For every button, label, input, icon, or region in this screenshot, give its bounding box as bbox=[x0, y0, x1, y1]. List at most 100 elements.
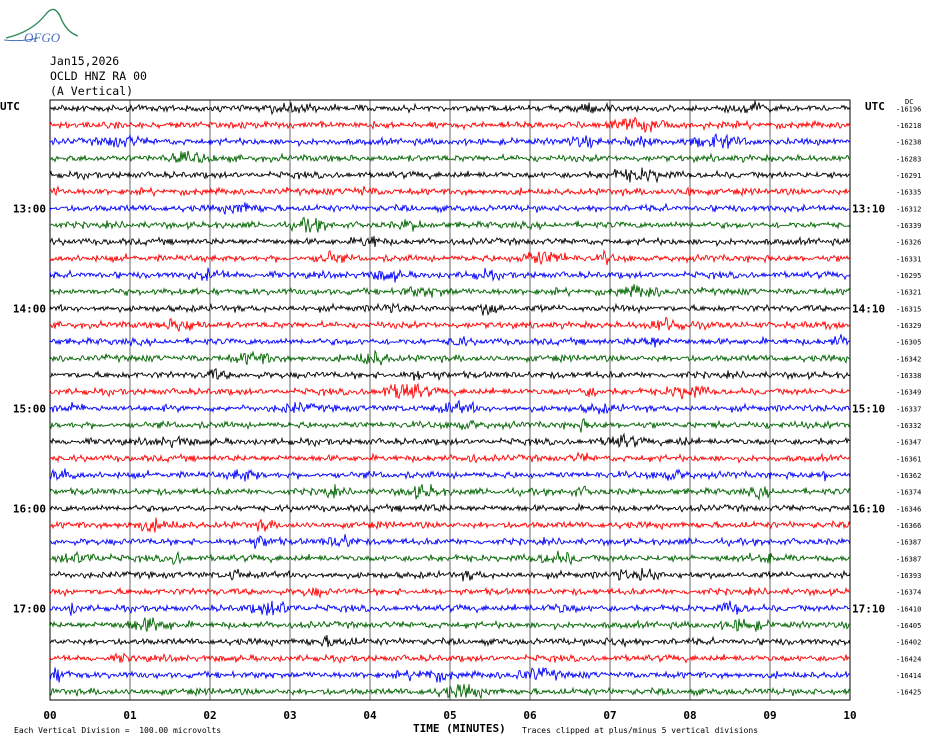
trace-line bbox=[49, 185, 850, 198]
trace-line bbox=[49, 316, 851, 333]
trace-line bbox=[49, 382, 851, 400]
dc-offset-label: -16339 bbox=[896, 222, 921, 230]
dc-offset-label: -16410 bbox=[896, 605, 921, 613]
dc-offset-label: -16346 bbox=[896, 505, 921, 513]
x-tick-label: 07 bbox=[603, 709, 616, 722]
dc-offset-label: -16326 bbox=[896, 239, 921, 247]
trace-line bbox=[49, 567, 851, 582]
x-tick-label: 01 bbox=[123, 709, 137, 722]
trace-line bbox=[49, 216, 851, 233]
trace-line bbox=[49, 432, 850, 448]
x-tick-label: 03 bbox=[283, 709, 296, 722]
trace-line bbox=[49, 249, 851, 266]
dc-offset-label: -16393 bbox=[896, 572, 921, 580]
left-time-label: 15:00 bbox=[13, 402, 46, 415]
left-time-label: 16:00 bbox=[13, 502, 46, 515]
right-time-label: 13:10 bbox=[852, 202, 885, 215]
dc-offset-label: -16361 bbox=[896, 455, 921, 463]
trace-line bbox=[49, 586, 851, 599]
trace-group bbox=[49, 100, 851, 699]
dc-offset-label: -16218 bbox=[896, 122, 921, 130]
dc-offset-label: -16374 bbox=[896, 589, 921, 597]
x-tick-label: 05 bbox=[443, 709, 456, 722]
dc-offset-label: -16338 bbox=[896, 372, 921, 380]
dc-offset-label: -16238 bbox=[896, 139, 921, 147]
dc-offset-label: -16366 bbox=[896, 522, 921, 530]
dc-offset-label: -16374 bbox=[896, 489, 921, 497]
x-tick-label: 02 bbox=[203, 709, 216, 722]
trace-line bbox=[49, 100, 851, 116]
dc-offset-label: -16329 bbox=[896, 322, 921, 330]
dc-offset-label: -16342 bbox=[896, 355, 921, 363]
right-time-label: 14:10 bbox=[852, 302, 885, 315]
trace-line bbox=[49, 534, 851, 549]
dc-offset-label: -16347 bbox=[896, 439, 921, 447]
label-group: 00 01 02 03 04 05 06 07 08 09 10 -16196 -16218 -16238… bbox=[0, 98, 921, 722]
trace-line bbox=[49, 502, 850, 514]
right-time-label: 15:10 bbox=[852, 402, 885, 415]
trace-line bbox=[49, 116, 851, 133]
trace-line bbox=[49, 417, 851, 433]
clip-note: Traces clipped at plus/minus 5 vertical … bbox=[522, 726, 759, 735]
dc-offset-label: -16425 bbox=[896, 689, 921, 697]
dc-offset-label: -16312 bbox=[896, 205, 921, 213]
ofgo-logo: OFGO bbox=[3, 8, 79, 45]
trace-line bbox=[49, 617, 851, 632]
dc-offset-label: -16387 bbox=[896, 539, 921, 547]
trace-line bbox=[49, 368, 851, 381]
right-time-label: 16:10 bbox=[852, 502, 885, 515]
left-time-label: 17:00 bbox=[13, 602, 46, 615]
plot-grid bbox=[49, 99, 851, 701]
dc-offset-label: -16387 bbox=[896, 555, 921, 563]
dc-offset-label: -16335 bbox=[896, 189, 921, 197]
dc-offset-label: -16196 bbox=[896, 105, 921, 113]
header-station: OCLD HNZ RA 00 bbox=[50, 69, 147, 83]
x-tick-label: 09 bbox=[763, 709, 776, 722]
x-tick-label: 08 bbox=[683, 709, 696, 722]
header-date: Jan15,2026 bbox=[50, 54, 120, 68]
header-component: (A Vertical) bbox=[50, 84, 134, 98]
x-axis-label: TIME (MINUTES) bbox=[413, 722, 506, 735]
dc-offset-label: -16332 bbox=[896, 422, 921, 430]
trace-line bbox=[49, 284, 851, 298]
x-tick-label: 10 bbox=[843, 709, 856, 722]
trace-line bbox=[50, 550, 851, 566]
utc-right-header: UTC bbox=[865, 100, 885, 113]
trace-line bbox=[49, 167, 851, 184]
dc-offset-label: -16424 bbox=[896, 655, 921, 663]
trace-line bbox=[49, 652, 851, 664]
scale-note: Each Vertical Division = 100.00 microvol… bbox=[14, 726, 222, 735]
dc-column-header: DC bbox=[905, 98, 913, 106]
right-time-label: 17:10 bbox=[852, 602, 885, 615]
trace-line bbox=[49, 302, 851, 317]
logo-text: OFGO bbox=[24, 30, 61, 45]
trace-line bbox=[49, 349, 851, 366]
trace-line bbox=[49, 267, 851, 283]
trace-line bbox=[49, 600, 851, 616]
x-tick-label: 00 bbox=[43, 709, 56, 722]
dc-offset-label: -16402 bbox=[896, 639, 921, 647]
trace-line bbox=[49, 202, 851, 215]
dc-offset-label: -16362 bbox=[896, 472, 921, 480]
trace-line bbox=[49, 451, 850, 464]
trace-line bbox=[49, 635, 851, 648]
dc-offset-label: -16405 bbox=[896, 622, 921, 630]
trace-line bbox=[49, 484, 851, 501]
trace-line bbox=[49, 517, 851, 533]
x-tick-label: 06 bbox=[523, 709, 537, 722]
dc-offset-label: -16414 bbox=[896, 672, 921, 680]
dc-offset-label: -16295 bbox=[896, 272, 921, 280]
x-tick-label: 04 bbox=[363, 709, 377, 722]
utc-left-header: UTC bbox=[0, 100, 20, 113]
trace-line bbox=[49, 132, 851, 150]
trace-line bbox=[49, 150, 851, 164]
trace-line bbox=[49, 468, 851, 482]
trace-line bbox=[49, 399, 851, 415]
dc-offset-label: -16331 bbox=[896, 255, 921, 263]
dc-offset-label: -16349 bbox=[896, 389, 921, 397]
left-time-label: 14:00 bbox=[13, 302, 46, 315]
dc-offset-label: -16283 bbox=[896, 155, 921, 163]
dc-offset-label: -16321 bbox=[896, 289, 921, 297]
trace-line bbox=[49, 235, 851, 248]
